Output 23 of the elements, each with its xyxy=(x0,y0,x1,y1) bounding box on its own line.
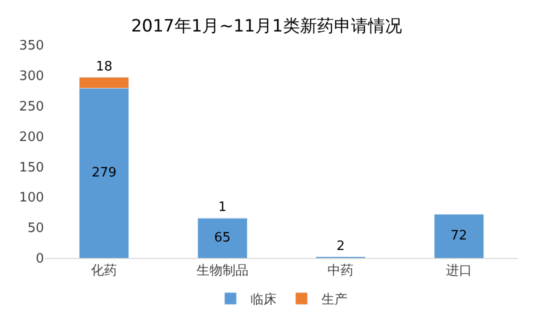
data-label: 18 xyxy=(96,59,112,74)
data-label: 2 xyxy=(336,238,345,254)
y-tick-label: 350 xyxy=(19,38,44,54)
data-label: 279 xyxy=(92,166,117,181)
x-tick-label: 生物制品 xyxy=(196,264,248,279)
data-label: 65 xyxy=(214,230,231,246)
y-tick-label: 200 xyxy=(19,130,44,145)
x-tick-label: 进口 xyxy=(446,264,472,279)
y-tick-label: 300 xyxy=(19,68,44,84)
y-tick-label: 50 xyxy=(27,221,44,236)
y-tick-label: 250 xyxy=(19,99,44,114)
bar xyxy=(434,214,484,258)
data-label: 1 xyxy=(218,200,227,215)
chart-title: 2017年1月~11月1类新药申请情况 xyxy=(131,16,402,36)
x-tick-label: 化药 xyxy=(91,264,118,279)
legend-label: 生产 xyxy=(322,292,348,308)
y-tick-label: 150 xyxy=(19,160,44,176)
y-tick-label: 100 xyxy=(19,190,44,206)
y-tick-label: 0 xyxy=(36,252,44,267)
x-tick-label: 中药 xyxy=(328,264,354,279)
bar xyxy=(197,218,248,258)
data-label: 72 xyxy=(450,228,468,244)
legend-label: 临床 xyxy=(250,292,276,308)
